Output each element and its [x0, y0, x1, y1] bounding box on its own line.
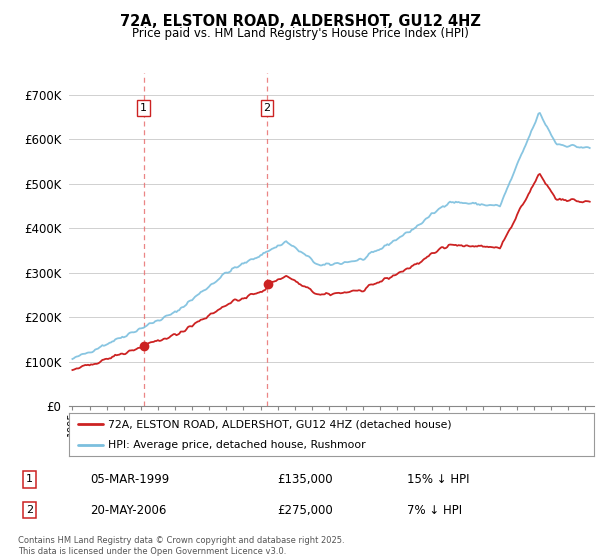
Text: 1: 1 [26, 474, 33, 484]
Text: £275,000: £275,000 [277, 504, 333, 517]
Text: HPI: Average price, detached house, Rushmoor: HPI: Average price, detached house, Rush… [109, 440, 366, 450]
Text: Price paid vs. HM Land Registry's House Price Index (HPI): Price paid vs. HM Land Registry's House … [131, 27, 469, 40]
Text: 2: 2 [263, 103, 271, 113]
Text: £135,000: £135,000 [277, 473, 332, 486]
Text: 1: 1 [140, 103, 147, 113]
Text: 72A, ELSTON ROAD, ALDERSHOT, GU12 4HZ (detached house): 72A, ELSTON ROAD, ALDERSHOT, GU12 4HZ (d… [109, 419, 452, 429]
Text: 7% ↓ HPI: 7% ↓ HPI [407, 504, 461, 517]
Text: 2: 2 [26, 505, 33, 515]
Text: 15% ↓ HPI: 15% ↓ HPI [407, 473, 469, 486]
Text: Contains HM Land Registry data © Crown copyright and database right 2025.
This d: Contains HM Land Registry data © Crown c… [18, 536, 344, 556]
Text: 72A, ELSTON ROAD, ALDERSHOT, GU12 4HZ: 72A, ELSTON ROAD, ALDERSHOT, GU12 4HZ [119, 14, 481, 29]
Text: 05-MAR-1999: 05-MAR-1999 [90, 473, 169, 486]
Text: 20-MAY-2006: 20-MAY-2006 [90, 504, 166, 517]
